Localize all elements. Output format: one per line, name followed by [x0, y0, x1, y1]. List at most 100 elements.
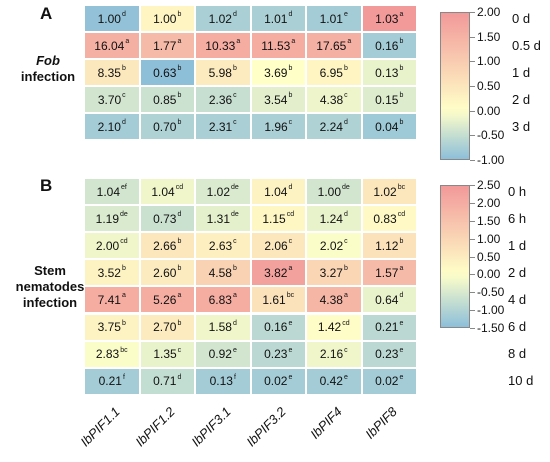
cell-value: 1.02: [208, 11, 232, 26]
heatmap-cell: 2.70 b: [140, 314, 194, 340]
colorbar-tick-mark: [470, 202, 475, 204]
heatmap-cell: 0.42 e: [307, 368, 361, 394]
heatmap-cell: 0.02 e: [362, 368, 416, 394]
heatmap-cell: 0.21 f: [85, 368, 139, 394]
row-label: 0.5 d: [512, 37, 541, 53]
colorbar-tick-mark: [470, 110, 475, 112]
row-label: 1 d: [512, 64, 531, 80]
panel-b-label: B: [40, 176, 53, 195]
colorbar-tick-mark: [470, 135, 475, 137]
cell-letter: bc: [286, 292, 295, 300]
row-label: 0 h: [508, 183, 527, 199]
cell-letter: a: [347, 38, 352, 45]
cell-value: 0.02: [375, 374, 399, 389]
heatmap-cell: 7.41 a: [85, 287, 139, 313]
heatmap-cell: 1.04 cd: [140, 179, 194, 205]
colorbar-tick-mark: [470, 160, 475, 161]
cell-letter: b: [399, 65, 404, 72]
cell-letter: cd: [342, 319, 350, 327]
panel-b-title-line1: Stem: [34, 263, 66, 278]
panel-a-label: A: [40, 4, 53, 23]
cell-letter: b: [232, 265, 237, 273]
panel-b-title-line3: infection: [22, 295, 78, 310]
panel-a-side-title: Fob infection: [18, 53, 78, 85]
heatmap-cell: 1.42 cd: [307, 314, 361, 340]
cell-value: 2.63: [208, 238, 233, 253]
cell-letter: c: [288, 119, 293, 126]
cell-letter: e: [399, 346, 404, 354]
cell-letter: b: [288, 92, 293, 99]
row-label: 3 d: [512, 118, 531, 134]
heatmap-cell: 2.60 b: [140, 260, 194, 286]
cell-value: 1.57: [375, 265, 399, 280]
cell-letter: cd: [175, 184, 184, 192]
cell-value: 1.02: [206, 184, 231, 199]
cell-value: 2.16: [319, 347, 344, 362]
heatmap-cell: 1.58 d: [196, 314, 250, 340]
cell-letter: c: [122, 92, 126, 99]
heatmap-cell: 5.26 a: [140, 287, 194, 313]
cell-letter: b: [177, 65, 182, 72]
colorbar-tick-mark: [470, 36, 475, 38]
colorbar-tick-mark: [470, 86, 475, 87]
heatmap-cell: 2.16 c: [307, 341, 361, 367]
cell-letter: b: [121, 319, 126, 327]
heatmap-cell: 3.52 b: [85, 260, 139, 286]
cell-value: 0.16: [264, 320, 288, 335]
cell-value: 1.42: [317, 320, 342, 335]
cell-letter: e: [288, 319, 293, 327]
cell-value: 1.77: [153, 38, 177, 53]
colorbar-tick-mark: [470, 185, 475, 186]
heatmap-cell: 0.16 e: [251, 314, 305, 340]
heatmap-cell: 2.31 c: [196, 114, 250, 139]
colorbar-tick-mark: [470, 292, 475, 294]
cell-value: 1.24: [319, 211, 343, 226]
cell-value: 7.41: [97, 292, 121, 307]
cell-value: 1.15: [262, 211, 286, 226]
cell-value: 1.04: [264, 184, 288, 199]
colorbar-tick-mark: [470, 220, 475, 222]
heatmap-cell: 1.00 d: [85, 6, 139, 31]
heatmap-cell: 1.96 c: [251, 114, 305, 139]
column-label: IbPIF4: [306, 404, 345, 442]
colorbar-tick-label: 1.50: [477, 213, 501, 228]
cell-value: 0.83: [373, 211, 397, 226]
cell-value: 3.69: [264, 65, 288, 80]
cell-value: 1.04: [96, 184, 120, 199]
cell-value: 3.82: [264, 265, 288, 280]
colorbar-tick-mark: [470, 274, 475, 276]
cell-value: 0.64: [375, 292, 399, 307]
heatmap-cell: 2.06 c: [251, 233, 305, 259]
colorbar-tick-mark: [470, 256, 475, 258]
cell-letter: ef: [121, 184, 127, 192]
cell-letter: d: [121, 119, 126, 126]
cell-value: 2.70: [153, 320, 177, 335]
cell-value: 0.92: [208, 347, 232, 362]
row-label: 6 d: [508, 319, 527, 335]
cell-value: 1.31: [206, 211, 231, 226]
cell-letter: c: [344, 92, 348, 99]
cell-value: 2.24: [319, 119, 343, 134]
cell-letter: bc: [397, 184, 406, 192]
cell-value: 11.53: [261, 38, 291, 53]
cell-letter: a: [399, 265, 404, 273]
cell-letter: d: [121, 11, 126, 18]
heatmap-cell: 0.70 b: [140, 114, 194, 139]
heatmap-cell: 3.54 b: [251, 87, 305, 112]
heatmap-cell: 1.57 a: [362, 260, 416, 286]
cell-letter: de: [120, 211, 128, 219]
cell-letter: b: [399, 238, 404, 246]
cell-value: 0.70: [153, 119, 177, 134]
heatmap-cell: 4.58 b: [196, 260, 250, 286]
colorbar-tick-label: 0.00: [477, 103, 501, 118]
heatmap-cell: 1.04 d: [251, 179, 305, 205]
heatmap-cell: 0.21 e: [362, 314, 416, 340]
heatmap-cell: 5.98 b: [196, 60, 250, 85]
colorbar-tick-label: 0.50: [477, 79, 501, 93]
heatmap-cell: 16.04 a: [85, 33, 139, 58]
cell-value: 2.00: [95, 238, 120, 253]
heatmap-cell: 0.13 b: [362, 60, 416, 85]
heatmap-cell: 2.83 bc: [85, 341, 139, 367]
cell-letter: de: [231, 184, 239, 192]
cell-value: 1.00: [317, 184, 342, 199]
